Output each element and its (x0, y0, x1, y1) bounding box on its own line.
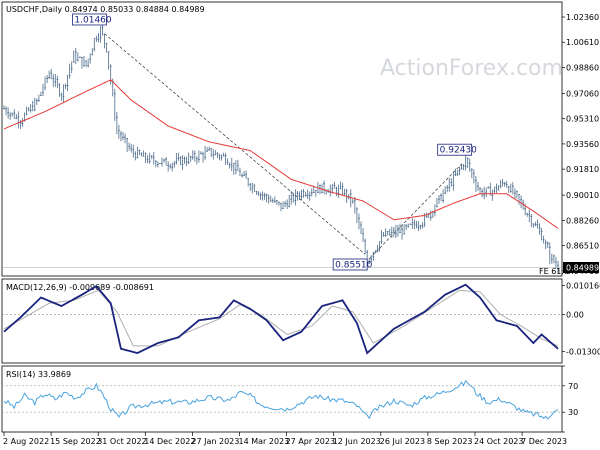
rsi-panel-frame (1, 365, 563, 433)
swing-label: 1.01460 (74, 15, 111, 25)
x-tick-label: 27 Jan 2023 (191, 437, 239, 446)
macd-panel: MACD(12,26,9) -0.009689 -0.008691 0.0101… (1, 278, 600, 364)
y-tick-label: 0.91810 (566, 165, 599, 174)
price-candles (3, 24, 559, 273)
macd-signal-line (3, 289, 559, 347)
macd-line (3, 283, 559, 355)
swing-annotations: 1.01460 0.85510 0.92430 (72, 13, 477, 271)
x-tick-label: 2 Aug 2022 (3, 437, 49, 446)
y-tick-label: 0.98860 (566, 63, 599, 72)
y-tick-label: 0.97060 (566, 89, 599, 98)
trendline (104, 33, 366, 255)
rsi-y-axis: 70 30 (562, 365, 578, 433)
x-tick-label: 31 Oct 2022 (97, 437, 146, 446)
y-tick-label: 0.93560 (566, 140, 599, 149)
y-tick-label: 0.010166 (566, 282, 600, 291)
y-tick-label: 1.02360 (566, 13, 599, 22)
y-tick-label: 0.88260 (566, 216, 599, 225)
fib-label: FE 61.8 (539, 267, 569, 276)
swing-label-box (72, 13, 107, 26)
swing-label: 0.85510 (335, 260, 372, 270)
macd-y-axis: 0.010166 0.00 -0.013006 (562, 282, 600, 357)
swing-label-box (437, 143, 473, 156)
watermark: ActionForex.com (380, 56, 563, 81)
x-tick-label: 15 Sep 2022 (50, 437, 101, 446)
x-tick-label: 8 Sep 2023 (427, 437, 473, 446)
rsi-title: RSI(14) 33.9869 (6, 370, 71, 379)
x-tick-label: 24 Oct 2023 (474, 437, 523, 446)
x-tick-label: 12 Jun 2023 (333, 437, 381, 446)
rsi-line (3, 379, 559, 420)
y-tick-label: 0.95310 (566, 115, 599, 124)
y-tick-label: 1.00610 (566, 38, 599, 47)
y-tick-label: -0.013006 (566, 348, 600, 357)
rsi-panel: RSI(14) 33.9869 70 30 (1, 365, 578, 433)
x-tick-label: 7 Dec 2023 (521, 437, 567, 446)
x-tick-label: 14 Dec 2022 (144, 437, 195, 446)
trendlines (104, 33, 464, 259)
x-tick-label: 26 Jul 2023 (380, 437, 425, 446)
y-tick-label: 0.00 (566, 311, 584, 320)
macd-panel-frame (1, 278, 563, 364)
x-tick-label: 27 Apr 2023 (286, 437, 335, 446)
y-tick-label: 70 (568, 382, 578, 391)
y-tick-label: 30 (568, 408, 578, 417)
y-tick-label: 0.86510 (566, 242, 599, 251)
price-panel-frame (1, 1, 563, 277)
sma-line (3, 79, 559, 229)
y-tick-label: 0.90010 (566, 191, 599, 200)
swing-label-box (332, 258, 368, 271)
swing-label: 0.92430 (440, 146, 477, 156)
current-price-label: 0.84989 (566, 264, 599, 273)
current-price-badge: 0.84989 (563, 262, 599, 274)
macd-title: MACD(12,26,9) -0.009689 -0.008691 (6, 283, 154, 292)
trendline (368, 161, 464, 259)
price-panel: ActionForex.com USDCHF,Daily 0.84974 0.8… (1, 1, 599, 277)
x-tick-label: 14 Mar 2023 (239, 437, 290, 446)
price-header: USDCHF,Daily 0.84974 0.85033 0.84884 0.8… (6, 5, 205, 14)
